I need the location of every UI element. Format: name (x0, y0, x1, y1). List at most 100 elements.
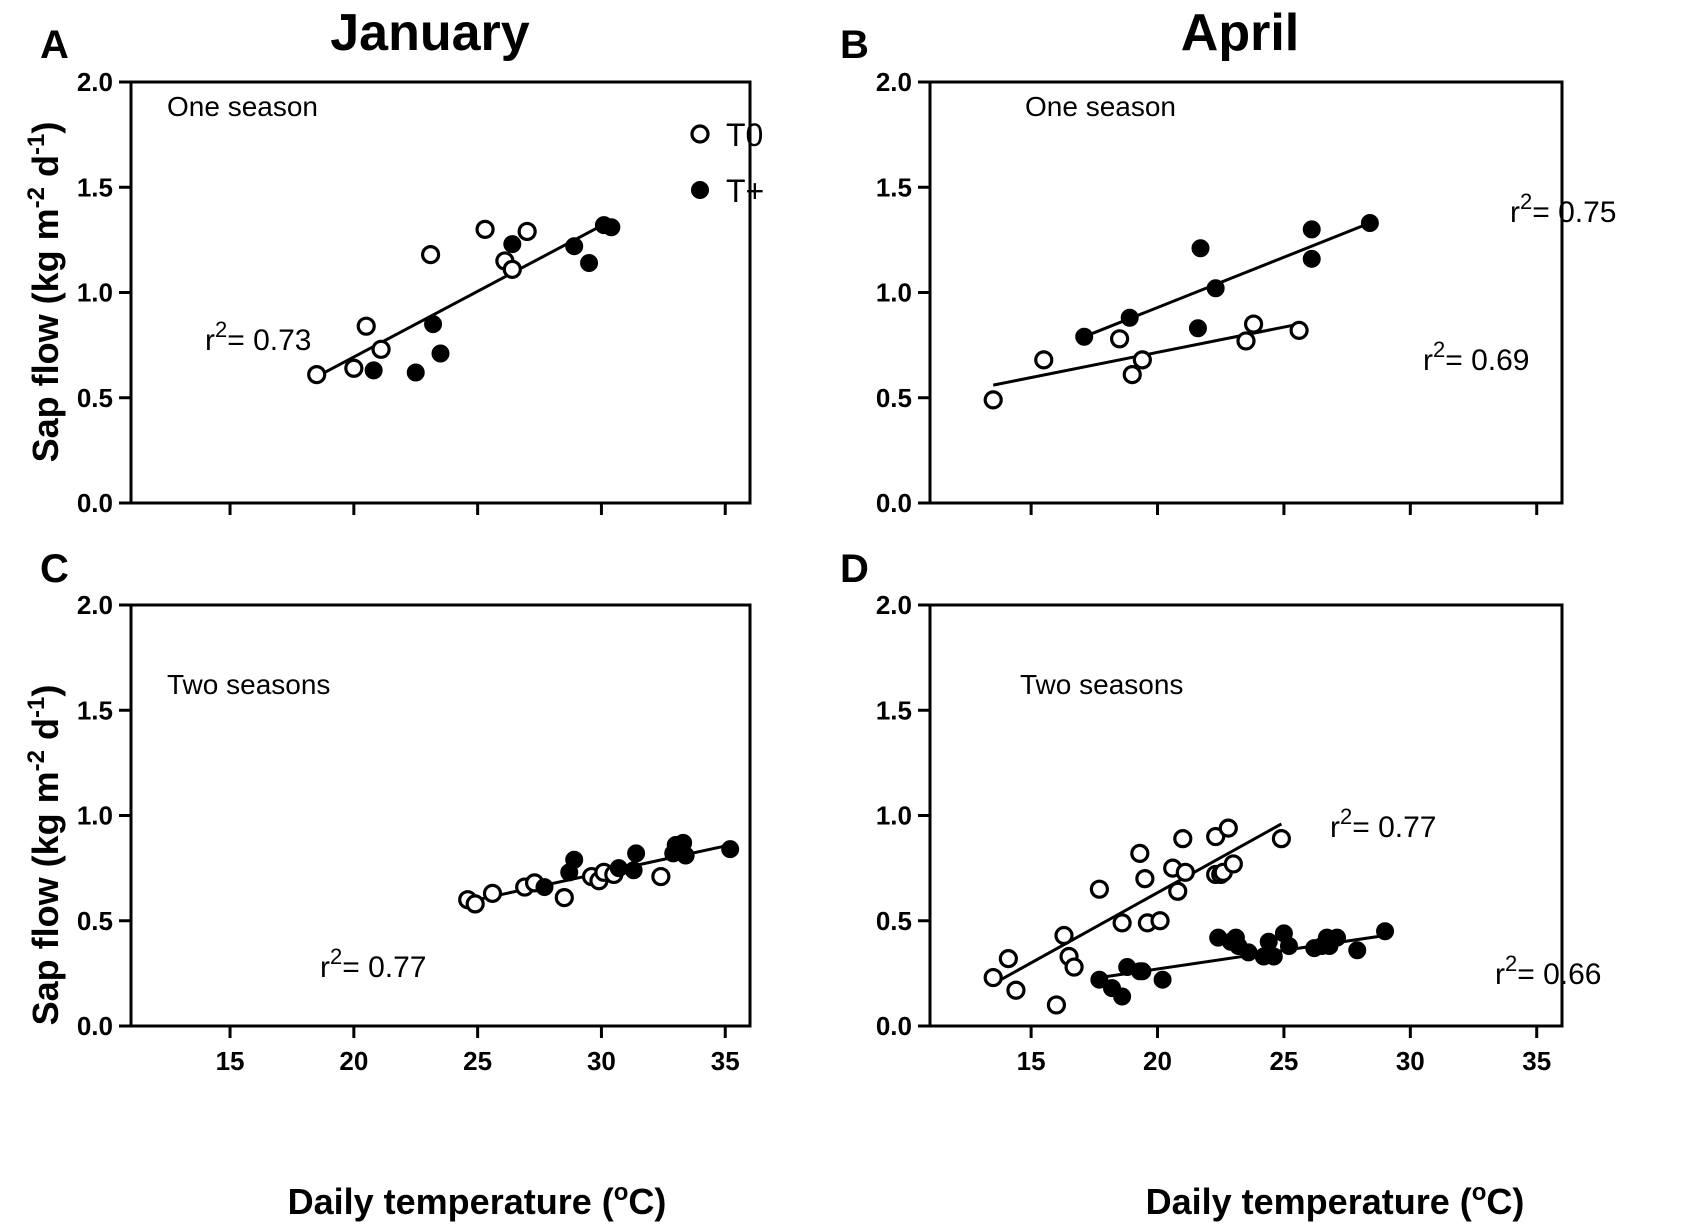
data-point-t0 (1271, 829, 1291, 849)
y-tick-label: 2.0 (77, 67, 113, 97)
r2-prefix: r (1495, 958, 1505, 991)
x-tick-label: 15 (1017, 1046, 1046, 1076)
plot-frame (928, 80, 1564, 505)
data-point-t-plus (1113, 987, 1132, 1006)
data-point-t-plus (503, 235, 522, 254)
regression-line (992, 822, 1283, 986)
r2-prefix: r (1330, 811, 1340, 844)
data-point-t0 (371, 339, 391, 359)
data-point-t-plus (565, 850, 584, 869)
y-title-end: ) (25, 122, 66, 134)
r2-prefix: r (320, 951, 330, 984)
data-point-t-plus (1264, 947, 1283, 966)
data-point-t-plus (676, 846, 695, 865)
x-title-degree: o (614, 1179, 629, 1206)
data-point-t-plus (624, 861, 643, 880)
y-tick-label: 2.0 (876, 67, 912, 97)
data-point-t0 (1109, 329, 1130, 349)
x-tick-label: 25 (1269, 1046, 1298, 1076)
x-tick-label: 15 (216, 1046, 245, 1076)
legend-label: T+ (726, 173, 764, 209)
r2-sup: 2 (1433, 337, 1445, 362)
data-point-t0 (1150, 911, 1170, 931)
legend-label: T0 (726, 117, 763, 153)
r2-label: r2= 0.77 (1330, 804, 1437, 844)
y-tick-label: 0.0 (77, 488, 113, 518)
y-title-exp1: -2 (23, 750, 50, 771)
data-point-t0 (983, 390, 1003, 410)
y-tick-label: 1.5 (876, 695, 912, 725)
panel-a: A One season 0.0 0.5 1.0 1.5 2.0 r2= 0.73 T0 T+ (40, 23, 764, 518)
r2-sup: 2 (1340, 804, 1352, 829)
data-point-t0 (554, 887, 574, 908)
x-title-degree: o (1472, 1179, 1487, 1206)
x-title-main: Daily temperature ( (1146, 1181, 1472, 1222)
r2-sup: 2 (215, 317, 227, 342)
y-tick-label: 1.0 (876, 801, 912, 831)
y-title-exp2: -1 (23, 134, 50, 155)
data-point-t-plus (1153, 970, 1172, 989)
data-point-t0 (1218, 818, 1238, 838)
y-tick-label: 0.0 (876, 1011, 912, 1041)
data-point-t0 (1223, 854, 1243, 874)
data-point-t0 (475, 219, 495, 239)
r2-value: = 0.75 (1532, 196, 1616, 229)
legend-marker (691, 181, 709, 199)
y-tick-label: 1.0 (77, 278, 113, 308)
data-point-t0 (651, 866, 671, 887)
x-title-unit: C) (628, 1181, 666, 1222)
data-point-t0 (1175, 862, 1195, 882)
data-point-t0 (482, 883, 503, 903)
data-point-t-plus (364, 361, 383, 380)
x-tick-label: 20 (1143, 1046, 1172, 1076)
data-point-t0 (1112, 913, 1132, 933)
data-point-t0 (307, 364, 327, 385)
y-tick-label: 0.5 (876, 906, 912, 936)
y-tick-label: 1.5 (77, 172, 113, 202)
data-point-t0 (502, 259, 522, 279)
y-tick-label: 0.5 (77, 383, 113, 413)
y-tick-label: 2.0 (876, 590, 912, 620)
y-axis-title-top: Sap flow (kg m-2 d-1) (23, 122, 66, 463)
r2-label: r2= 0.73 (205, 317, 312, 357)
y-title-main: Sap flow (kg m (25, 771, 66, 1025)
y-tick-label: 0.5 (77, 906, 113, 936)
data-point-t-plus (609, 859, 628, 878)
data-point-t-plus (406, 363, 425, 382)
x-title-main: Daily temperature ( (288, 1181, 614, 1222)
r2-value: = 0.77 (1352, 811, 1436, 844)
y-title-exp2: -1 (23, 697, 50, 718)
data-point-t-plus (1075, 327, 1094, 346)
y-title-mid: d (25, 155, 66, 187)
y-tick-label: 0.0 (77, 1011, 113, 1041)
x-axis-title-left: Daily temperature (oC) (288, 1179, 667, 1222)
y-axis-title-bottom: Sap flow (kg m-2 d-1) (23, 685, 66, 1026)
data-point-t-plus (1302, 220, 1321, 239)
x-axis-title-right: Daily temperature (oC) (1146, 1179, 1525, 1222)
r2-label: r2= 0.75 (1510, 189, 1617, 229)
y-title-exp1: -2 (23, 187, 50, 208)
panel-note: Two seasons (1020, 669, 1183, 700)
data-point-t-plus (721, 840, 740, 859)
y-tick-label: 1.5 (77, 695, 113, 725)
r2-value: = 0.77 (342, 951, 426, 984)
panel-note: One season (1025, 91, 1176, 122)
data-point-t0 (517, 221, 537, 242)
legend-marker (690, 124, 710, 144)
data-point-t-plus (1133, 962, 1152, 981)
data-point-t0 (1006, 980, 1026, 1000)
r2-value: = 0.66 (1517, 958, 1601, 991)
x-title-unit: C) (1486, 1181, 1524, 1222)
r2-sup: 2 (330, 944, 342, 969)
column-title-april: April (1181, 4, 1299, 62)
data-point-t-plus (1206, 279, 1225, 298)
data-point-t-plus (1376, 922, 1395, 941)
panel-letter: A (40, 23, 69, 67)
data-point-t0 (1064, 957, 1084, 977)
y-title-main: Sap flow (kg m (25, 208, 66, 462)
data-point-t0 (983, 967, 1003, 988)
column-title-january: January (330, 4, 530, 62)
